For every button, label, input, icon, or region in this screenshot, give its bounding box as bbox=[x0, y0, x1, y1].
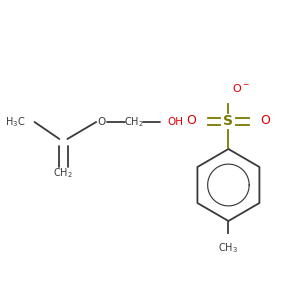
Text: OH: OH bbox=[168, 117, 184, 127]
Text: O: O bbox=[187, 115, 196, 128]
Text: H$_3$C: H$_3$C bbox=[5, 115, 26, 129]
Text: CH$_3$: CH$_3$ bbox=[218, 241, 239, 255]
Text: O: O bbox=[97, 117, 105, 127]
Text: O: O bbox=[260, 115, 270, 128]
Text: S: S bbox=[224, 114, 233, 128]
Text: CH$_2$: CH$_2$ bbox=[53, 166, 73, 180]
Text: O$^-$: O$^-$ bbox=[232, 82, 250, 94]
Text: CH$_2$: CH$_2$ bbox=[124, 115, 144, 129]
